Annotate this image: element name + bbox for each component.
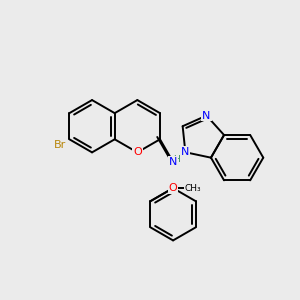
Text: O: O — [133, 147, 142, 158]
Text: H: H — [174, 155, 180, 164]
Text: CH₃: CH₃ — [184, 184, 201, 193]
Text: Br: Br — [54, 140, 66, 150]
Text: O: O — [169, 183, 177, 193]
Text: N: N — [169, 157, 177, 167]
Text: N: N — [202, 111, 211, 121]
Text: N: N — [181, 147, 190, 157]
